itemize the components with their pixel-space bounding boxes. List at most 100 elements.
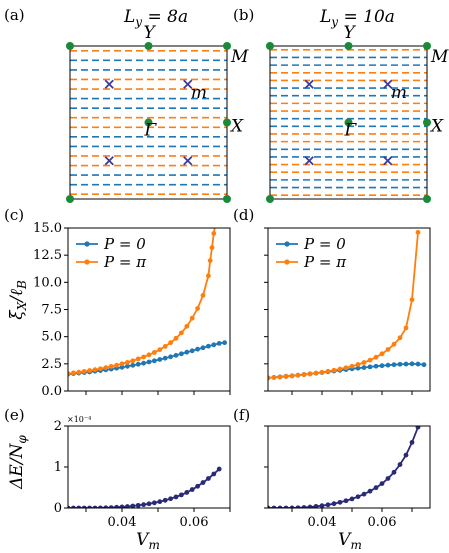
data-point [92, 505, 98, 508]
bz-cross-marker [104, 156, 114, 166]
data-point [119, 364, 125, 370]
data-point [343, 498, 349, 504]
data-point [216, 341, 222, 346]
data-point [379, 363, 385, 369]
ylabel-c: ξX/ℓB [7, 280, 29, 320]
legend-marker [84, 259, 90, 265]
data-point [114, 504, 119, 508]
legend-entry: P = 0 [103, 235, 146, 253]
data-point [76, 505, 82, 508]
bz-cross-marker [383, 156, 393, 166]
data-point [92, 367, 98, 373]
data-point [397, 335, 403, 341]
data-point [206, 343, 211, 349]
bz-label-Y: Y [344, 23, 357, 43]
bz-label-M: M [430, 47, 449, 67]
legend-entry: P = 0 [303, 235, 346, 253]
legend: P = 0P = π [76, 235, 147, 271]
data-point [141, 360, 147, 366]
data-point [409, 440, 415, 445]
data-point [325, 368, 331, 374]
bz-corner-point [223, 195, 231, 203]
legend-marker [284, 259, 290, 265]
data-point [125, 363, 130, 369]
data-point [331, 367, 337, 373]
data-point [189, 487, 195, 492]
data-point [157, 347, 163, 353]
bz-cross-marker [304, 79, 314, 89]
bz-title-a: Ly = 8a [123, 7, 188, 29]
data-point [71, 370, 76, 376]
data-point [283, 505, 289, 508]
data-point [415, 426, 421, 430]
bz-points-a: Y M X Γm [66, 23, 249, 203]
data-point [355, 362, 361, 367]
data-point [206, 476, 211, 481]
plot-area [68, 466, 222, 508]
bz-label-X: X [229, 117, 244, 137]
data-point [130, 362, 136, 368]
data-point [355, 494, 361, 500]
data-point [173, 335, 179, 341]
bz-point-M [223, 42, 231, 50]
data-point [385, 362, 391, 368]
data-point [271, 505, 277, 508]
data-point [415, 229, 421, 235]
data-point [213, 220, 218, 225]
data-point [81, 369, 87, 374]
data-point [146, 352, 152, 358]
bz-cross-marker [104, 79, 114, 89]
bz-points-b: Y M X Γm [266, 23, 449, 203]
data-point [87, 368, 92, 373]
data-point [268, 505, 271, 508]
data-point [146, 501, 152, 507]
data-point [409, 361, 415, 367]
data-point [307, 371, 313, 377]
data-point [325, 502, 331, 508]
data-point [179, 330, 184, 336]
data-point [119, 361, 125, 367]
bz-corner-point [66, 42, 74, 50]
xlabel-f: Vm [338, 530, 362, 552]
x-tick-label: 0.06 [180, 515, 209, 530]
data-point [152, 500, 157, 506]
bz-corner-point [423, 195, 431, 203]
data-point [103, 365, 109, 371]
bz-panel-a: (a) Ly = 8a Y M X Γm [4, 6, 249, 203]
legend-entry: P = π [303, 253, 347, 271]
data-point [184, 349, 190, 355]
data-point [76, 369, 82, 375]
data-point [397, 361, 403, 367]
data-point [200, 480, 206, 485]
data-point [125, 360, 130, 365]
data-point [168, 354, 174, 360]
bz-label-m: m [391, 83, 407, 103]
data-point [313, 504, 319, 508]
legend-marker [284, 241, 290, 247]
data-point [367, 357, 373, 363]
legend-marker [84, 241, 90, 247]
data-point [268, 375, 271, 381]
data-point [301, 505, 307, 508]
data-point [173, 352, 179, 358]
data-point [184, 323, 190, 329]
chart-panel-f: (f) 0.04 0.06 [233, 406, 431, 530]
data-point [222, 340, 228, 346]
chart-panel-d: (d) P = 0P = π [233, 206, 431, 395]
data-point [283, 374, 289, 379]
plot-area [268, 229, 427, 381]
data-point [209, 245, 215, 250]
data-point [331, 501, 337, 507]
data-point [206, 273, 211, 279]
data-point [200, 292, 206, 298]
data-point [162, 355, 168, 361]
data-point [135, 356, 141, 362]
data-point [391, 362, 397, 368]
bz-corner-point [66, 195, 74, 203]
bz-label-Gamma: Γ [144, 121, 158, 141]
y-tick-label: 1 [54, 460, 62, 475]
data-point [162, 344, 168, 349]
y-tick-label: 7.5 [41, 303, 62, 318]
bz-label-Gamma: Γ [344, 121, 358, 141]
data-point [355, 365, 361, 371]
